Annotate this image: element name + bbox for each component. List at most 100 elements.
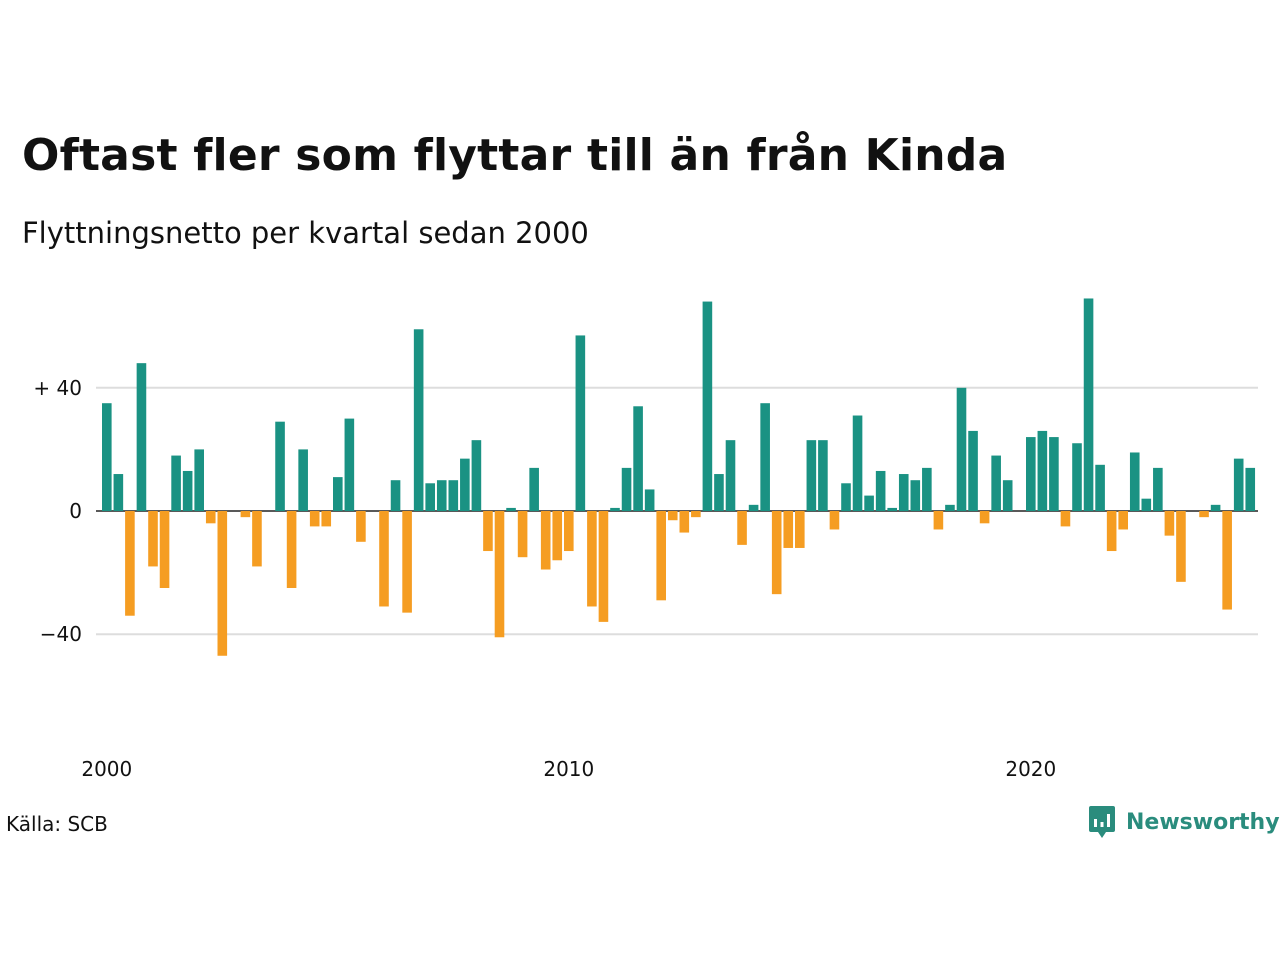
- bar: [910, 480, 921, 511]
- bar: [679, 511, 690, 533]
- bar: [252, 511, 262, 567]
- bar: [610, 507, 620, 511]
- bar: [356, 511, 366, 542]
- bar: [564, 511, 574, 552]
- bar: [1026, 437, 1036, 511]
- bar: [321, 511, 332, 527]
- bar: [194, 449, 204, 511]
- bar: [598, 511, 609, 622]
- bar: [575, 335, 586, 511]
- newsworthy-brand-name: Newsworthy: [1126, 809, 1280, 835]
- x-tick-label: 2000: [81, 757, 132, 781]
- bar: [1037, 430, 1048, 511]
- bar: [979, 511, 990, 524]
- bar: [390, 480, 401, 511]
- bar: [1153, 467, 1163, 511]
- bar: [275, 421, 285, 511]
- y-tick-label: 0: [69, 499, 82, 523]
- bar: [621, 467, 632, 511]
- bar: [818, 440, 828, 511]
- bar: [506, 507, 516, 511]
- bar: [737, 511, 747, 545]
- bar: [968, 430, 978, 511]
- bar: [841, 483, 851, 511]
- bar: [725, 440, 736, 511]
- bar: [898, 474, 909, 511]
- bar: [102, 403, 112, 511]
- bar: [771, 511, 782, 595]
- bar: [933, 511, 944, 530]
- bar: [806, 440, 817, 511]
- bar: [945, 504, 955, 511]
- bar: [633, 406, 643, 511]
- bar: [413, 329, 424, 511]
- y-tick-label: −40: [40, 622, 82, 646]
- bar: [1002, 480, 1013, 511]
- bar: [1072, 443, 1082, 511]
- bar: [344, 418, 355, 511]
- newsworthy-logo: Newsworthy: [1088, 804, 1280, 840]
- bar: [309, 511, 320, 527]
- bar: [425, 483, 435, 511]
- bar: [864, 495, 874, 511]
- x-axis-labels: 2000 2010 2020: [81, 757, 1056, 781]
- bar: [829, 511, 840, 530]
- bar: [991, 455, 1001, 511]
- bar: [552, 511, 563, 561]
- bar: [517, 511, 528, 558]
- bar: [875, 470, 886, 511]
- bar: [783, 511, 794, 548]
- bar: [1049, 437, 1059, 511]
- bar: [540, 511, 551, 570]
- bar: [436, 480, 447, 511]
- x-tick-label: 2020: [1005, 757, 1056, 781]
- bar: [702, 301, 713, 511]
- chart-subtitle: Flyttningsnetto per kvartal sedan 2000: [22, 216, 589, 250]
- bar: [148, 511, 158, 567]
- bar: [1164, 511, 1175, 536]
- bar: [159, 511, 170, 588]
- bar: [1176, 511, 1186, 582]
- bar: [136, 363, 147, 511]
- newsworthy-logo-icon: [1089, 806, 1115, 838]
- chart-title: Oftast fler som flyttar till än från Kin…: [22, 130, 1008, 181]
- bar: [333, 477, 343, 511]
- bar: [240, 511, 251, 518]
- bar: [205, 511, 216, 524]
- bar: [483, 511, 493, 552]
- bar: [379, 511, 389, 607]
- bar: [922, 467, 932, 511]
- bar: [1060, 511, 1071, 527]
- bar: [1118, 511, 1128, 530]
- bar-series: [102, 298, 1256, 656]
- bar: [644, 489, 655, 511]
- bar: [691, 511, 701, 518]
- bar: [113, 474, 124, 511]
- bar: [1199, 511, 1209, 518]
- bar: [182, 470, 193, 511]
- bar: [1210, 504, 1221, 511]
- bar: [1129, 452, 1140, 511]
- bar: [760, 403, 770, 511]
- bar: [402, 511, 412, 613]
- bar: [795, 511, 805, 548]
- bar: [286, 511, 297, 588]
- bar: [1233, 458, 1244, 511]
- y-tick-label: + 40: [33, 376, 82, 400]
- bar: [1245, 467, 1256, 511]
- bar: [667, 511, 678, 521]
- bar: [471, 440, 482, 511]
- bar: [298, 449, 308, 511]
- bar: [656, 511, 666, 601]
- source-note: Källa: SCB: [6, 812, 108, 836]
- bar: [852, 415, 863, 511]
- bar: [529, 467, 539, 511]
- bar: [494, 511, 505, 638]
- bar: [171, 455, 181, 511]
- bar: [714, 474, 724, 511]
- bar: [1141, 498, 1152, 511]
- x-tick-label: 2010: [543, 757, 594, 781]
- bar: [217, 511, 228, 656]
- bar: [1222, 511, 1232, 610]
